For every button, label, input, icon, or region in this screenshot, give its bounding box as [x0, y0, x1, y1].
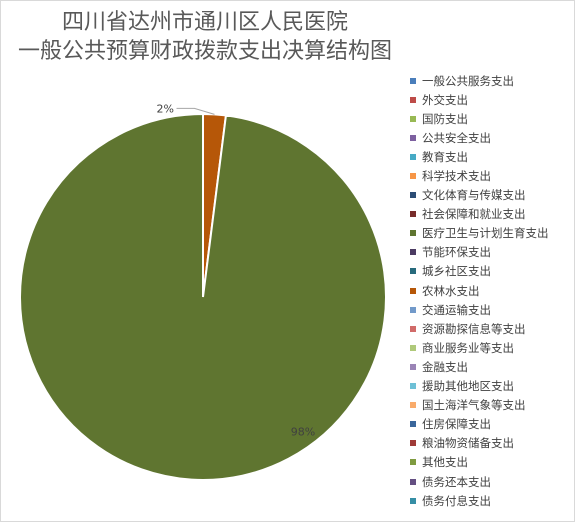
legend-item: 国防支出	[410, 109, 549, 128]
legend-label: 科学技术支出	[422, 169, 491, 184]
legend-item: 粮油物资储备支出	[410, 434, 549, 453]
data-label-11: 2%	[156, 102, 173, 115]
legend-label: 文化体育与传媒支出	[422, 188, 526, 203]
legend-label: 外交支出	[422, 92, 468, 107]
legend-swatch	[410, 211, 416, 218]
legend-label: 住房保障支出	[422, 417, 491, 432]
legend-item: 住房保障支出	[410, 415, 549, 434]
chart-title-line1: 四川省达州市通川区人民医院	[61, 10, 348, 35]
legend-label: 债务还本支出	[422, 474, 491, 489]
legend-swatch	[410, 497, 416, 504]
legend-swatch	[410, 96, 416, 103]
legend-item: 债务还本支出	[410, 472, 549, 491]
data-label-8: 98%	[291, 426, 315, 439]
legend-item: 交通运输支出	[410, 300, 549, 319]
legend-item: 国土海洋气象等支出	[410, 396, 549, 415]
legend-item: 医疗卫生与计划生育支出	[410, 224, 549, 243]
legend-label: 一般公共服务支出	[422, 73, 514, 88]
legend-swatch	[410, 459, 416, 466]
legend-swatch	[410, 77, 416, 84]
legend-label: 医疗卫生与计划生育支出	[422, 226, 549, 241]
legend-swatch	[410, 268, 416, 275]
legend-item: 节能环保支出	[410, 243, 549, 262]
leader-line-11	[176, 107, 215, 115]
legend-item: 教育支出	[410, 147, 549, 166]
legend-swatch	[410, 173, 416, 180]
legend-label: 社会保障和就业支出	[422, 207, 526, 222]
legend-label: 援助其他地区支出	[422, 379, 514, 394]
chart-legend: 一般公共服务支出 外交支出国防支出公共安全支出 教育支出科学技术支出文化体育与传媒支…	[410, 71, 549, 510]
legend-label: 债务付息支出	[422, 493, 491, 508]
legend-label: 教育支出	[422, 149, 468, 164]
legend-item: 金融支出	[410, 357, 549, 376]
legend-item: 援助其他地区支出	[410, 377, 549, 396]
legend-item: 外交支出	[410, 90, 549, 109]
legend-item: 债务付息支出	[410, 491, 549, 510]
legend-swatch	[410, 363, 416, 370]
legend-swatch	[410, 306, 416, 313]
legend-swatch	[410, 153, 416, 160]
legend-swatch	[410, 344, 416, 351]
legend-label: 资源勘探信息等支出	[422, 321, 526, 336]
legend-item: 文化体育与传媒支出	[410, 186, 549, 205]
legend-label: 商业服务业等支出	[422, 340, 514, 355]
pie-slice-8	[19, 112, 387, 481]
legend-label: 粮油物资储备支出	[422, 436, 514, 451]
legend-label: 交通运输支出	[422, 302, 491, 317]
legend-item: 农林水支出	[410, 281, 549, 300]
legend-item: 商业服务业等支出	[410, 338, 549, 357]
legend-label: 节能环保支出	[422, 245, 491, 260]
legend-swatch	[410, 249, 416, 256]
legend-swatch	[410, 325, 416, 332]
legend-swatch	[410, 421, 416, 428]
legend-swatch	[410, 134, 416, 141]
legend-swatch	[410, 287, 416, 294]
legend-label: 农林水支出	[422, 283, 480, 298]
legend-swatch	[410, 402, 416, 409]
chart-title-line2: 一般公共预算财政拨款支出决算结构图	[17, 39, 392, 64]
legend-label: 公共安全支出	[422, 130, 491, 145]
legend-item: 科学技术支出	[410, 166, 549, 185]
legend-label: 金融支出	[422, 359, 468, 374]
legend-label: 国土海洋气象等支出	[422, 398, 526, 413]
legend-item: 社会保障和就业支出	[410, 205, 549, 224]
chart-title: 四川省达州市通川区人民医院 一般公共预算财政拨款支出决算结构图	[0, 8, 410, 66]
legend-item: 资源勘探信息等支出	[410, 319, 549, 338]
legend-item: 城乡社区支出	[410, 262, 549, 281]
legend-swatch	[410, 440, 416, 447]
legend-item: 公共安全支出	[410, 128, 549, 147]
legend-label: 其他支出	[422, 455, 468, 470]
legend-swatch	[410, 230, 416, 237]
legend-item: 其他支出	[410, 453, 549, 472]
legend-label: 国防支出	[422, 111, 468, 126]
legend-swatch	[410, 192, 416, 199]
legend-item: 一般公共服务支出	[410, 71, 549, 90]
legend-swatch	[410, 383, 416, 390]
legend-label: 城乡社区支出	[422, 264, 491, 279]
legend-swatch	[410, 478, 416, 485]
legend-swatch	[410, 115, 416, 122]
